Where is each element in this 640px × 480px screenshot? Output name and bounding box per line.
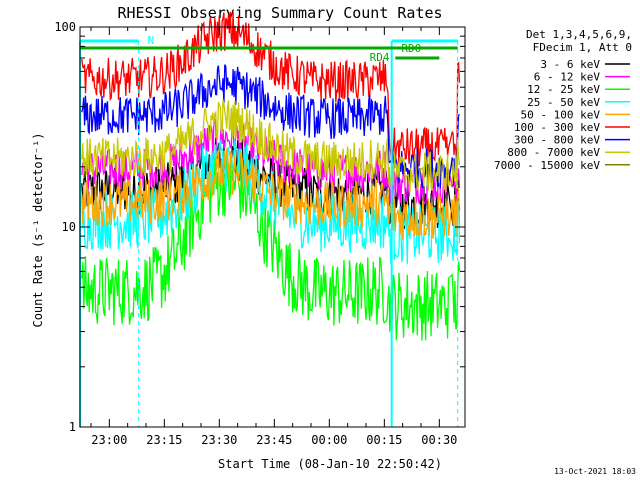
x-tick-label: 23:15 bbox=[146, 433, 182, 447]
x-tick-label: 23:00 bbox=[91, 433, 127, 447]
y-tick-label: 10 bbox=[62, 220, 76, 234]
y-tick-label: 100 bbox=[54, 20, 76, 34]
legend-label: 800 - 7000 keV bbox=[507, 146, 600, 159]
x-tick-label: 23:30 bbox=[201, 433, 237, 447]
x-tick-label: 00:15 bbox=[366, 433, 402, 447]
series-line bbox=[81, 139, 461, 264]
legend-label: 7000 - 15000 keV bbox=[494, 159, 600, 172]
legend-header-1: Det 1,3,4,5,6,9, bbox=[526, 28, 632, 41]
legend-label: 300 - 800 keV bbox=[514, 134, 600, 147]
series-line bbox=[81, 150, 461, 341]
y-axis-label: Count Rate (s⁻¹ detector⁻¹) bbox=[31, 132, 45, 327]
x-tick-label: 00:00 bbox=[311, 433, 347, 447]
legend-label: 6 - 12 keV bbox=[534, 71, 601, 84]
y-tick-label: 1 bbox=[69, 420, 76, 434]
series-line bbox=[81, 99, 461, 193]
annotation-label: N bbox=[148, 34, 155, 47]
legend-label: 12 - 25 keV bbox=[527, 83, 600, 96]
series-line bbox=[81, 148, 461, 240]
chart-title: RHESSI Observing Summary Count Rates bbox=[117, 4, 442, 22]
legend-label: 3 - 6 keV bbox=[540, 58, 600, 71]
annotation-label: RD4 bbox=[370, 51, 390, 64]
x-axis-label: Start Time (08-Jan-10 22:50:42) bbox=[218, 457, 442, 471]
series-line bbox=[81, 11, 461, 170]
legend-label: 100 - 300 keV bbox=[514, 121, 600, 134]
legend-label: 50 - 100 keV bbox=[521, 108, 601, 121]
legend-header-2: FDecim 1, Att 0 bbox=[533, 41, 632, 54]
footer-date: 13-Oct-2021 18:03 bbox=[554, 467, 636, 476]
legend-label: 25 - 50 keV bbox=[527, 96, 600, 109]
x-tick-label: 23:45 bbox=[256, 433, 292, 447]
x-tick-label: 00:30 bbox=[421, 433, 457, 447]
